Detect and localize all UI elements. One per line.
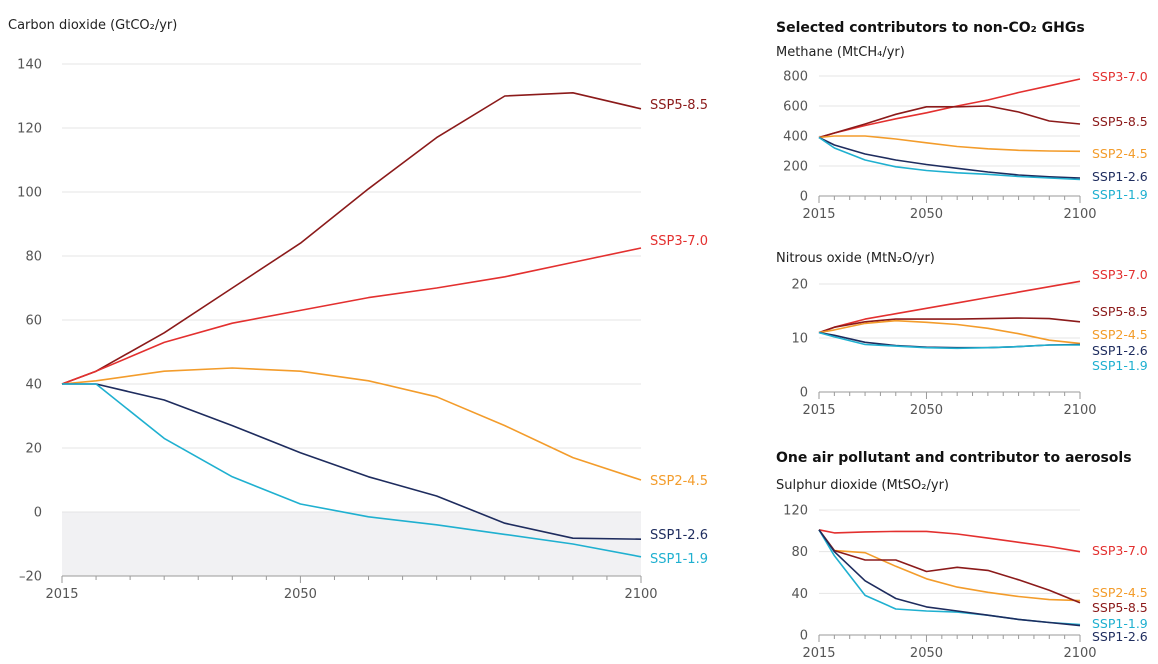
y-tick-label: 60 <box>25 314 42 329</box>
series-line-ssp1-2.6 <box>818 136 1081 179</box>
series-label: SSP1-2.6 <box>1092 343 1148 358</box>
series-line-ssp2-4.5 <box>61 367 642 481</box>
y-tick-label: 40 <box>791 587 808 602</box>
x-tick-label: 2100 <box>1063 207 1096 222</box>
series-label: SSP2-4.5 <box>1092 585 1148 600</box>
series-label: SSP3-7.0 <box>1092 69 1148 84</box>
series-label: SSP2-4.5 <box>650 474 708 489</box>
x-tick-label: 2015 <box>802 207 835 222</box>
series-line-ssp2-4.5 <box>818 529 1081 602</box>
series-line-ssp3-7.0 <box>818 529 1081 553</box>
series-line-ssp1-1.9 <box>818 331 1080 350</box>
x-tick-label: 2050 <box>910 403 943 418</box>
series-label: SSP3-7.0 <box>650 234 708 249</box>
y-tick-label: 0 <box>800 386 808 401</box>
series-line-ssp2-4.5 <box>818 135 1081 153</box>
x-tick-label: 2100 <box>1063 403 1096 418</box>
series-label: SSP5-8.5 <box>1092 114 1148 129</box>
series-line-ssp1-1.9 <box>818 136 1081 181</box>
series-line-ssp2-4.5 <box>818 319 1081 345</box>
series-label: SSP5-8.5 <box>1092 600 1148 615</box>
series-label: SSP1-1.9 <box>1092 358 1148 373</box>
series-line-ssp3-7.0 <box>61 247 642 385</box>
chart-co2: Carbon dioxide (GtCO₂/yr) 140 120 100 80 60 40… <box>8 18 708 602</box>
series-line-ssp5-8.5 <box>61 92 642 385</box>
series-label: SSP3-7.0 <box>1092 267 1148 282</box>
x-tick-label: 2050 <box>910 646 943 661</box>
chart-n2o: Nitrous oxide (MtN₂O/yr) 20 10 0 2015 2050 210… <box>776 251 1148 418</box>
y-axis-title: Sulphur dioxide (MtSO₂/yr) <box>776 478 949 493</box>
y-tick-label: 80 <box>25 250 42 265</box>
y-axis-title: Nitrous oxide (MtN₂O/yr) <box>776 251 935 266</box>
x-tick-label: 2050 <box>910 207 943 222</box>
series-label: SSP2-4.5 <box>1092 146 1148 161</box>
chart-so2: One air pollutant and contributor to aer… <box>776 450 1148 661</box>
series-label: SSP1-1.9 <box>1092 616 1148 631</box>
x-tick-label: 2100 <box>624 587 657 602</box>
y-tick-label: 600 <box>783 100 808 115</box>
y-tick-label: 800 <box>783 70 808 85</box>
panel-title: One air pollutant and contributor to aer… <box>776 450 1132 466</box>
chart-methane: Selected contributors to non-CO₂ GHGs Met… <box>776 20 1148 222</box>
series-line-ssp1-2.6 <box>62 383 642 540</box>
y-tick-label: 400 <box>783 130 808 145</box>
y-tick-label: 120 <box>783 504 808 519</box>
panel-title: Selected contributors to non-CO₂ GHGs <box>776 20 1085 36</box>
negative-region <box>62 512 641 576</box>
y-tick-label: 120 <box>17 122 42 137</box>
series-label: SSP1-2.6 <box>1092 169 1148 184</box>
series-label: SSP5-8.5 <box>1092 304 1148 319</box>
y-tick-label: –20 <box>19 570 42 585</box>
series-label: SSP2-4.5 <box>1092 327 1148 342</box>
series-line-ssp5-8.5 <box>818 317 1081 334</box>
series-label: SSP1-1.9 <box>650 552 708 567</box>
y-tick-label: 200 <box>783 160 808 175</box>
x-tick-label: 2015 <box>802 403 835 418</box>
y-axis-title: Carbon dioxide (GtCO₂/yr) <box>8 18 177 33</box>
series-line-ssp3-7.0 <box>818 280 1081 334</box>
x-tick-label: 2100 <box>1063 646 1096 661</box>
y-tick-label: 10 <box>791 332 808 347</box>
series-label: SSP3-7.0 <box>1092 543 1148 558</box>
y-tick-label: 40 <box>25 378 42 393</box>
y-tick-label: 0 <box>800 190 808 205</box>
series-line-ssp1-2.6 <box>818 529 1081 627</box>
series-line-ssp5-8.5 <box>818 529 1081 604</box>
series-label: SSP1-2.6 <box>650 528 708 543</box>
series-label: SSP1-1.9 <box>1092 187 1148 202</box>
x-tick-label: 2015 <box>45 587 78 602</box>
series-line-ssp3-7.0 <box>818 78 1081 139</box>
y-tick-label: 80 <box>791 545 808 560</box>
series-line-ssp5-8.5 <box>818 105 1081 139</box>
x-tick-label: 2050 <box>284 587 317 602</box>
series-label: SSP1-2.6 <box>1092 629 1148 644</box>
y-tick-label: 0 <box>800 629 808 644</box>
series-line-ssp1-1.9 <box>62 383 642 558</box>
y-axis-title: Methane (MtCH₄/yr) <box>776 45 905 60</box>
y-tick-label: 140 <box>17 58 42 73</box>
x-tick-label: 2015 <box>802 646 835 661</box>
series-label: SSP5-8.5 <box>650 98 708 113</box>
y-tick-label: 100 <box>17 186 42 201</box>
y-tick-label: 20 <box>25 442 42 457</box>
y-tick-label: 0 <box>34 506 42 521</box>
y-tick-label: 20 <box>791 278 808 293</box>
